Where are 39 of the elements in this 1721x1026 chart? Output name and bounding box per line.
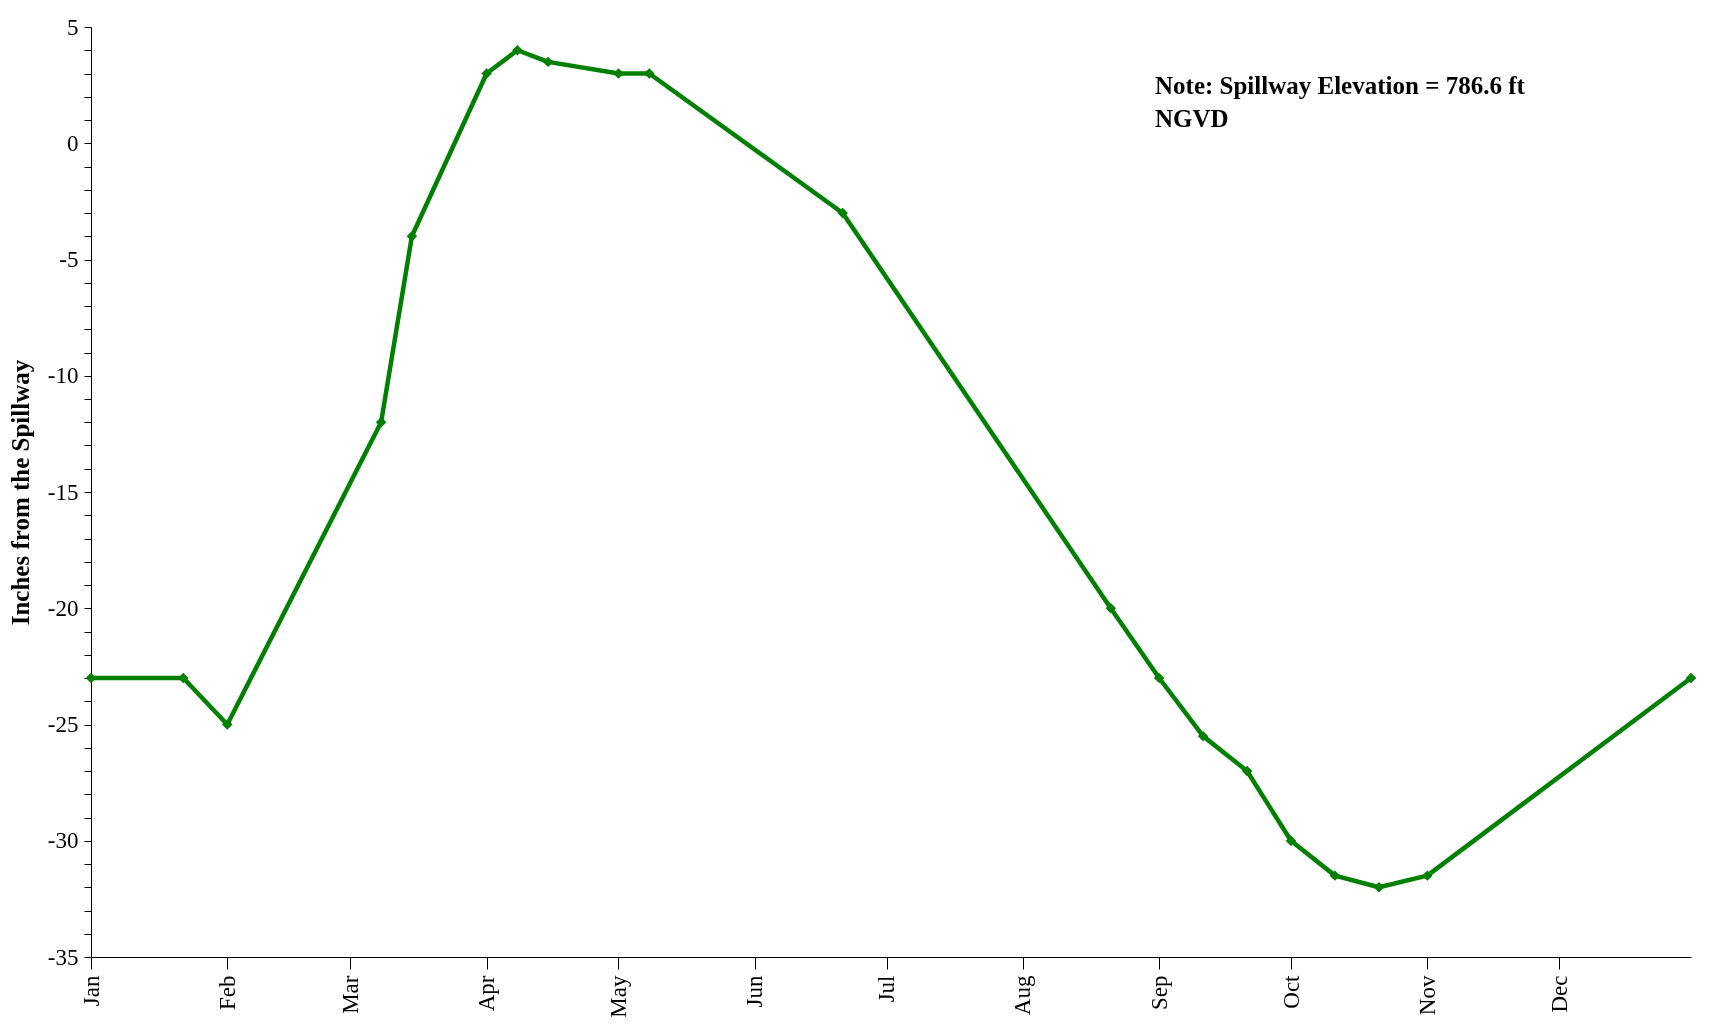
point xyxy=(542,56,554,68)
y-tick-label: -25 xyxy=(47,712,79,737)
y-tick-label: 0 xyxy=(67,130,79,156)
y-tick-label: -30 xyxy=(47,828,79,854)
x-tick-label: Jan xyxy=(78,975,104,1007)
point xyxy=(512,45,523,56)
x-tick-label: May xyxy=(605,975,631,1018)
point xyxy=(837,207,848,219)
x-tick-label: Oct xyxy=(1278,974,1304,1009)
y-tick-label: 5 xyxy=(67,14,79,40)
x-tick-label: Dec xyxy=(1546,975,1572,1013)
y-axis-title: Inches from the Spillway xyxy=(6,359,34,626)
x-tick-label: Jun xyxy=(742,975,768,1008)
x-tick-label: Aug xyxy=(1010,975,1036,1016)
y-tick-label: -20 xyxy=(47,595,79,621)
point xyxy=(1197,730,1209,742)
x-tick-label: Nov xyxy=(1414,975,1440,1016)
point xyxy=(481,68,492,79)
y-tick-label: -10 xyxy=(47,363,79,389)
point xyxy=(1153,672,1165,684)
point xyxy=(1105,603,1117,614)
x-tick-label: Mar xyxy=(337,975,363,1014)
y-tick-label: -5 xyxy=(59,247,79,272)
x-tick-label: Apr xyxy=(474,975,500,1012)
y-tick-label: -15 xyxy=(47,479,79,505)
x-tick-label: Jul xyxy=(874,975,900,1003)
annotation: Note: Spillway Elevation = 786.6 ft NGVD xyxy=(1155,71,1526,134)
x-tick-label: Sep xyxy=(1146,975,1172,1010)
point xyxy=(1373,882,1385,893)
point xyxy=(1422,870,1433,881)
point xyxy=(1285,835,1297,846)
point xyxy=(1241,765,1253,777)
point xyxy=(1329,870,1341,881)
y-tick-label: -35 xyxy=(47,944,79,970)
point xyxy=(644,68,655,79)
point xyxy=(406,231,418,242)
point xyxy=(1685,672,1697,684)
x-tick-label: Feb xyxy=(214,975,240,1010)
point xyxy=(375,417,387,428)
